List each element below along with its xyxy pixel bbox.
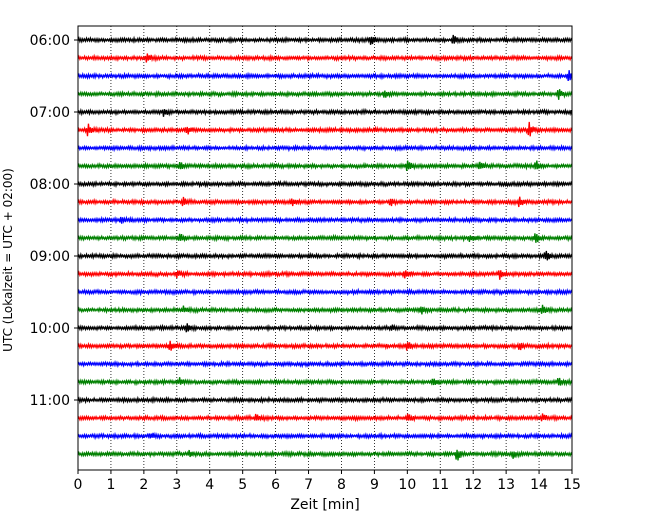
x-tick-label: 15 <box>563 477 581 493</box>
y-tick-label: 11:00 <box>30 393 70 409</box>
seismic-trace <box>77 269 573 280</box>
x-tick-label: 6 <box>271 477 280 493</box>
seismic-trace <box>77 377 573 387</box>
x-tick-label: 8 <box>337 477 346 493</box>
traces <box>77 34 573 461</box>
x-tick-label: 10 <box>398 477 416 493</box>
seismic-trace <box>77 107 573 117</box>
seismic-trace <box>77 70 573 82</box>
y-tick-label: 10:00 <box>30 321 70 337</box>
x-tick-label: 0 <box>74 477 83 493</box>
seismic-trace <box>77 250 573 261</box>
x-tick-label: 2 <box>139 477 148 493</box>
x-tick-label: 11 <box>431 477 449 493</box>
y-tick-label: 06:00 <box>30 33 70 49</box>
seismic-trace <box>77 233 573 243</box>
x-tick-label: 3 <box>172 477 181 493</box>
seismic-trace <box>77 215 573 225</box>
seismic-trace <box>77 413 573 423</box>
seismic-trace <box>77 449 573 461</box>
seismic-trace <box>77 160 573 171</box>
seismic-trace <box>77 323 573 333</box>
x-axis-label: Zeit [min] <box>290 497 359 513</box>
seismic-trace <box>77 395 573 405</box>
seismic-trace <box>77 304 573 315</box>
y-tick-label: 09:00 <box>30 249 70 265</box>
x-tick-label: 9 <box>370 477 379 493</box>
seismic-trace <box>77 179 573 189</box>
y-tick-label: 07:00 <box>30 105 70 121</box>
seismic-trace <box>77 121 573 137</box>
seismic-trace <box>77 53 573 63</box>
seismic-trace <box>77 359 573 369</box>
seismic-trace <box>77 196 573 208</box>
seismic-trace <box>77 287 573 297</box>
seismic-trace <box>77 34 573 45</box>
plot-frame <box>77 25 573 471</box>
x-tick-label: 13 <box>497 477 515 493</box>
seismic-trace <box>77 431 573 441</box>
seismic-trace <box>77 143 573 153</box>
x-tick-label: 4 <box>205 477 214 493</box>
x-tick-label: 14 <box>530 477 548 493</box>
y-tick-label: 08:00 <box>30 177 70 193</box>
seismic-trace <box>77 89 573 100</box>
x-tick-label: 1 <box>106 477 115 493</box>
x-tick-label: 12 <box>464 477 482 493</box>
x-tick-label: 5 <box>238 477 247 493</box>
seismic-trace <box>77 340 573 351</box>
y-axis-label: UTC (Lokalzeit = UTC + 02:00) <box>1 168 15 352</box>
x-tick-label: 7 <box>304 477 313 493</box>
